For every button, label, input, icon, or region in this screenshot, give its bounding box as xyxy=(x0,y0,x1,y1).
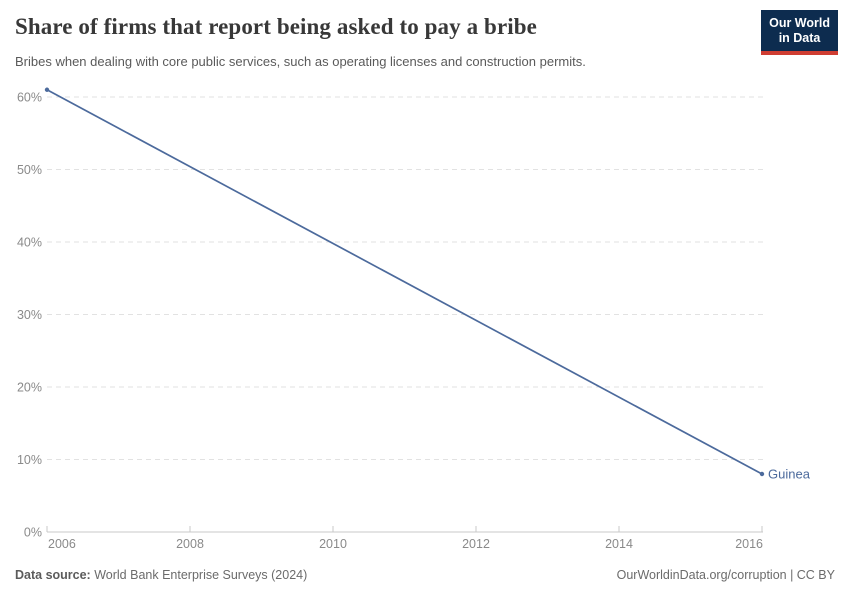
owid-logo[interactable]: Our World in Data xyxy=(761,10,838,55)
data-source-value: World Bank Enterprise Surveys (2024) xyxy=(94,568,308,582)
y-axis-tick-label: 0% xyxy=(24,526,42,540)
owid-logo-line1: Our World xyxy=(769,16,830,30)
y-axis-tick-label: 30% xyxy=(17,308,42,322)
y-axis-tick-label: 60% xyxy=(17,91,42,105)
data-point-start xyxy=(44,87,50,92)
chart-footer: Data source: World Bank Enterprise Surve… xyxy=(15,568,835,582)
x-axis-tick-label: 2016 xyxy=(735,537,763,551)
data-point-end xyxy=(759,471,765,477)
owid-logo-line2: in Data xyxy=(778,31,821,45)
credit-link[interactable]: OurWorldinData.org/corruption | CC BY xyxy=(616,568,835,582)
y-axis-tick-label: 50% xyxy=(17,163,42,177)
data-source-note: Data source: World Bank Enterprise Surve… xyxy=(15,568,307,582)
data-source-label: Data source: xyxy=(15,568,91,582)
x-axis-tick-label: 2006 xyxy=(48,537,76,551)
x-axis-tick-label: 2008 xyxy=(176,537,204,551)
x-axis-tick-label: 2012 xyxy=(462,537,490,551)
page-title: Share of firms that report being asked t… xyxy=(15,14,537,39)
y-axis-tick-label: 40% xyxy=(17,236,42,250)
page-subtitle: Bribes when dealing with core public ser… xyxy=(15,54,586,69)
series-label-guinea: Guinea xyxy=(768,467,811,482)
series-line-guinea[interactable] xyxy=(46,89,763,475)
y-axis-tick-label: 10% xyxy=(17,453,42,467)
y-axis-tick-label: 20% xyxy=(17,381,42,395)
x-axis-tick-label: 2010 xyxy=(319,537,347,551)
x-axis-tick-label: 2014 xyxy=(605,537,633,551)
